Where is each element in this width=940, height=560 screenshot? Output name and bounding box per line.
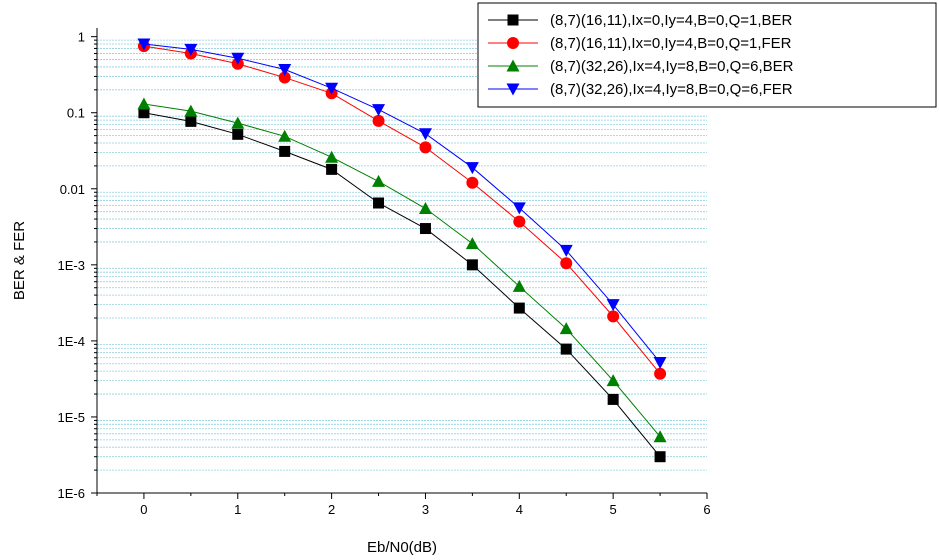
data-point-square (507, 14, 519, 26)
x-tick-label: 2 (328, 502, 335, 517)
data-point-triangle-down (278, 64, 292, 77)
data-point-circle (607, 310, 620, 323)
y-tick-label: 1E-5 (58, 410, 85, 425)
data-point-triangle-up (512, 279, 526, 292)
data-point-circle (372, 114, 385, 127)
data-point-triangle-up (137, 97, 151, 110)
legend: (8,7)(16,11),Ix=0,Iy=4,B=0,Q=1,BER (8,7)(… (477, 2, 937, 108)
data-point-triangle-up (184, 104, 198, 117)
data-point-triangle-down (465, 162, 479, 175)
legend-label: (8,7)(32,26),Ix=4,Iy=8,B=0,Q=6,FER (550, 81, 793, 98)
data-point-square (560, 343, 572, 355)
legend-label: (8,7)(32,26),Ix=4,Iy=8,B=0,Q=6,BER (550, 58, 794, 75)
data-point-triangle-up (465, 237, 479, 250)
data-point-square (373, 197, 385, 209)
x-tick-label: 4 (516, 502, 523, 517)
y-tick-label: 1E-4 (58, 334, 85, 349)
data-point-triangle-up (278, 129, 292, 142)
data-point-circle (513, 215, 526, 228)
data-point-triangle-down (184, 43, 198, 56)
data-point-square (513, 302, 525, 314)
legend-item-2: (8,7)(16,11),Ix=0,Iy=4,B=0,Q=1,FER (488, 35, 792, 52)
x-tick-label: 5 (610, 502, 617, 517)
series-line (143, 103, 661, 438)
data-point-triangle-down (137, 38, 151, 51)
data-point-triangle-down (506, 83, 520, 96)
series-1 (138, 107, 666, 463)
data-point-square (138, 107, 150, 119)
data-point-square (607, 393, 619, 405)
series-line (143, 45, 661, 375)
data-point-circle (654, 367, 667, 380)
data-point-triangle-up (325, 150, 339, 163)
data-point-triangle-up (372, 174, 386, 187)
data-point-triangle-down (512, 202, 526, 215)
legend-label: (8,7)(16,11),Ix=0,Iy=4,B=0,Q=1,BER (550, 12, 793, 29)
y-tick-label: 1 (78, 30, 85, 45)
series-line (143, 43, 661, 363)
y-tick-label: 0.01 (60, 182, 85, 197)
data-point-circle (507, 37, 519, 49)
legend-box (477, 2, 937, 108)
data-point-square (326, 163, 338, 175)
data-point-triangle-up (606, 374, 620, 387)
legend-item-4: (8,7)(32,26),Ix=4,Iy=8,B=0,Q=6,FER (488, 81, 793, 98)
data-point-square (232, 128, 244, 140)
axes-layer: 0 1 2 3 4 5 6 1 0.1 0.01 1E-3 1E-4 1E-5 1E-6 (58, 28, 711, 517)
data-point-circle (466, 176, 479, 189)
data-point-square (185, 115, 197, 127)
series-4 (137, 38, 667, 369)
series-line (143, 112, 661, 458)
data-point-square (466, 259, 478, 271)
data-point-square (654, 451, 666, 463)
data-point-triangle-down (231, 52, 245, 65)
x-tick-label: 6 (703, 502, 710, 517)
data-point-triangle-down (653, 356, 667, 369)
legend-label: (8,7)(16,11),Ix=0,Iy=4,B=0,Q=1,FER (550, 35, 792, 52)
x-tick-label: 3 (422, 502, 429, 517)
data-point-triangle-up (653, 430, 667, 443)
data-point-triangle-down (559, 244, 573, 257)
data-point-triangle-down (372, 104, 386, 117)
data-point-triangle-up (418, 202, 432, 215)
data-point-triangle-up (506, 59, 520, 72)
data-point-square (279, 145, 291, 157)
series-layer (137, 38, 667, 463)
data-point-triangle-down (606, 299, 620, 312)
y-tick-label: 1E-6 (58, 486, 85, 501)
data-point-triangle-up (231, 116, 245, 129)
legend-item-3: (8,7)(32,26),Ix=4,Iy=8,B=0,Q=6,BER (488, 58, 794, 75)
legend-item-1: (8,7)(16,11),Ix=0,Iy=4,B=0,Q=1,BER (488, 12, 793, 29)
legend-items: (8,7)(16,11),Ix=0,Iy=4,B=0,Q=1,BER (8,7)(… (488, 12, 794, 98)
series-3 (137, 97, 667, 443)
x-tick-label: 0 (140, 502, 147, 517)
x-axis-title: Eb/N0(dB) (367, 539, 437, 556)
data-point-square (419, 223, 431, 235)
x-tick-label: 1 (234, 502, 241, 517)
data-point-triangle-down (325, 82, 339, 95)
y-tick-label: 1E-3 (58, 258, 85, 273)
y-tick-label: 0.1 (67, 106, 85, 121)
y-axis-title: BER & FER (11, 221, 28, 300)
data-point-triangle-down (418, 128, 432, 141)
data-point-triangle-up (559, 322, 573, 335)
data-point-circle (278, 71, 291, 84)
data-point-circle (560, 257, 573, 270)
data-point-circle (419, 141, 432, 154)
